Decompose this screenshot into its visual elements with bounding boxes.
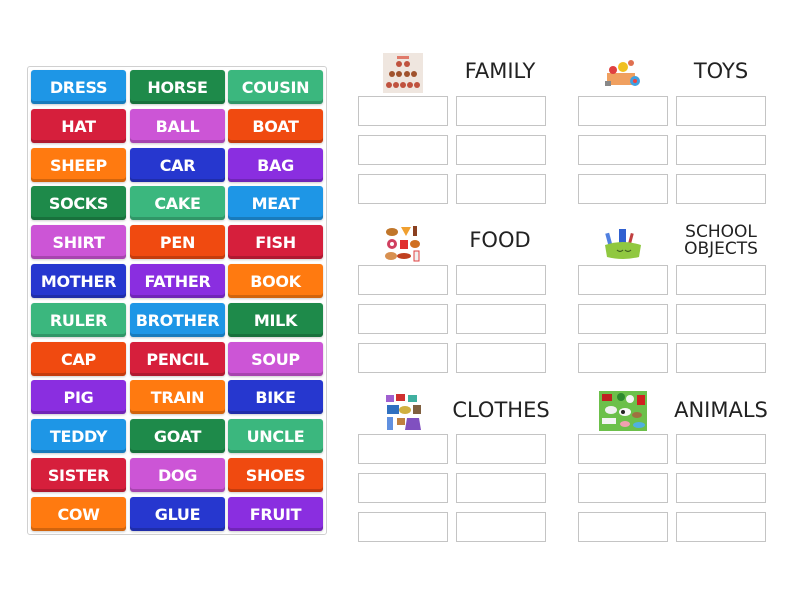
word-tile-shoes[interactable]: SHOES bbox=[228, 458, 323, 492]
word-bank-panel bbox=[27, 66, 327, 535]
family-picture-icon bbox=[383, 53, 423, 93]
drop-slot-school-objects[interactable] bbox=[676, 265, 766, 295]
food-picture-icon bbox=[385, 226, 420, 262]
word-tile-teddy[interactable]: TEDDY bbox=[31, 419, 126, 453]
drop-slot-toys[interactable] bbox=[578, 174, 668, 204]
drop-slot-food[interactable] bbox=[358, 265, 448, 295]
farm-animals-picture-icon bbox=[599, 391, 647, 431]
drop-slot-school-objects[interactable] bbox=[676, 343, 766, 373]
word-tile-car[interactable]: CAR bbox=[130, 148, 225, 182]
word-tile-cousin[interactable]: COUSIN bbox=[228, 70, 323, 104]
word-tile-hat[interactable]: HAT bbox=[31, 109, 126, 143]
word-tile-cap[interactable]: CAP bbox=[31, 342, 126, 376]
drop-slot-clothes[interactable] bbox=[358, 434, 448, 464]
drop-slot-family[interactable] bbox=[456, 96, 546, 126]
drop-slot-food[interactable] bbox=[358, 343, 448, 373]
drop-slot-animals[interactable] bbox=[676, 512, 766, 542]
word-tile-shirt[interactable]: SHIRT bbox=[31, 225, 126, 259]
word-tile-mother[interactable]: MOTHER bbox=[31, 264, 126, 298]
word-tile-book[interactable]: BOOK bbox=[228, 264, 323, 298]
clothes-picture-icon bbox=[386, 394, 421, 430]
drop-slot-toys[interactable] bbox=[676, 96, 766, 126]
drop-slot-family[interactable] bbox=[456, 135, 546, 165]
drop-slot-family[interactable] bbox=[358, 96, 448, 126]
word-tile-sister[interactable]: SISTER bbox=[31, 458, 126, 492]
drop-slot-animals[interactable] bbox=[578, 434, 668, 464]
drop-slot-school-objects[interactable] bbox=[676, 304, 766, 334]
drop-slot-toys[interactable] bbox=[676, 174, 766, 204]
word-tile-pencil[interactable]: PENCIL bbox=[130, 342, 225, 376]
drop-slot-toys[interactable] bbox=[578, 96, 668, 126]
group-title-animals: ANIMALS bbox=[674, 397, 768, 422]
word-tile-soup[interactable]: SOUP bbox=[228, 342, 323, 376]
word-tile-dress[interactable]: DRESS bbox=[31, 70, 126, 104]
word-tile-boat[interactable]: BOAT bbox=[228, 109, 323, 143]
group-title-clothes: CLOTHES bbox=[452, 397, 550, 422]
drop-slot-clothes[interactable] bbox=[456, 473, 546, 503]
word-tile-brother[interactable]: BROTHER bbox=[130, 303, 225, 337]
drop-slot-food[interactable] bbox=[456, 343, 546, 373]
word-tile-ball[interactable]: BALL bbox=[130, 109, 225, 143]
drop-slot-animals[interactable] bbox=[676, 434, 766, 464]
word-tile-meat[interactable]: MEAT bbox=[228, 186, 323, 220]
pencil-case-picture-icon bbox=[605, 229, 641, 259]
group-title-school-objects: SCHOOL OBJECTS bbox=[672, 221, 770, 261]
word-tile-bike[interactable]: BIKE bbox=[228, 380, 323, 414]
drop-slot-food[interactable] bbox=[456, 265, 546, 295]
drop-slot-family[interactable] bbox=[358, 174, 448, 204]
drop-slot-toys[interactable] bbox=[578, 135, 668, 165]
group-title-family: FAMILY bbox=[464, 58, 536, 83]
drop-slot-clothes[interactable] bbox=[358, 473, 448, 503]
drop-slot-food[interactable] bbox=[358, 304, 448, 334]
word-tile-fish[interactable]: FISH bbox=[228, 225, 323, 259]
drop-slot-family[interactable] bbox=[358, 135, 448, 165]
word-tile-cow[interactable]: COW bbox=[31, 497, 126, 531]
drop-slot-food[interactable] bbox=[456, 304, 546, 334]
word-tile-sheep[interactable]: SHEEP bbox=[31, 148, 126, 182]
word-tile-goat[interactable]: GOAT bbox=[130, 419, 225, 453]
toy-box-picture-icon bbox=[605, 60, 640, 86]
drop-slot-family[interactable] bbox=[456, 174, 546, 204]
group-title-toys: TOYS bbox=[693, 58, 749, 83]
word-tile-cake[interactable]: CAKE bbox=[130, 186, 225, 220]
word-tile-milk[interactable]: MILK bbox=[228, 303, 323, 337]
word-tile-pig[interactable]: PIG bbox=[31, 380, 126, 414]
drop-slot-school-objects[interactable] bbox=[578, 304, 668, 334]
drop-slot-school-objects[interactable] bbox=[578, 343, 668, 373]
group-title-food: FOOD bbox=[469, 227, 531, 252]
drop-slot-animals[interactable] bbox=[578, 473, 668, 503]
group-title-line: SCHOOL bbox=[685, 222, 757, 242]
word-tile-glue[interactable]: GLUE bbox=[130, 497, 225, 531]
drop-slot-toys[interactable] bbox=[676, 135, 766, 165]
drop-slot-animals[interactable] bbox=[578, 512, 668, 542]
word-tile-bag[interactable]: BAG bbox=[228, 148, 323, 182]
word-tile-socks[interactable]: SOCKS bbox=[31, 186, 126, 220]
group-title-line: OBJECTS bbox=[684, 239, 758, 259]
word-tile-horse[interactable]: HORSE bbox=[130, 70, 225, 104]
drop-slot-clothes[interactable] bbox=[456, 512, 546, 542]
word-tile-fruit[interactable]: FRUIT bbox=[228, 497, 323, 531]
drop-slot-clothes[interactable] bbox=[358, 512, 448, 542]
word-tile-dog[interactable]: DOG bbox=[130, 458, 225, 492]
word-tile-train[interactable]: TRAIN bbox=[130, 380, 225, 414]
drop-slot-animals[interactable] bbox=[676, 473, 766, 503]
word-tile-pen[interactable]: PEN bbox=[130, 225, 225, 259]
drop-slot-clothes[interactable] bbox=[456, 434, 546, 464]
word-tile-ruler[interactable]: RULER bbox=[31, 303, 126, 337]
drop-slot-school-objects[interactable] bbox=[578, 265, 668, 295]
word-tile-father[interactable]: FATHER bbox=[130, 264, 225, 298]
word-tile-uncle[interactable]: UNCLE bbox=[228, 419, 323, 453]
